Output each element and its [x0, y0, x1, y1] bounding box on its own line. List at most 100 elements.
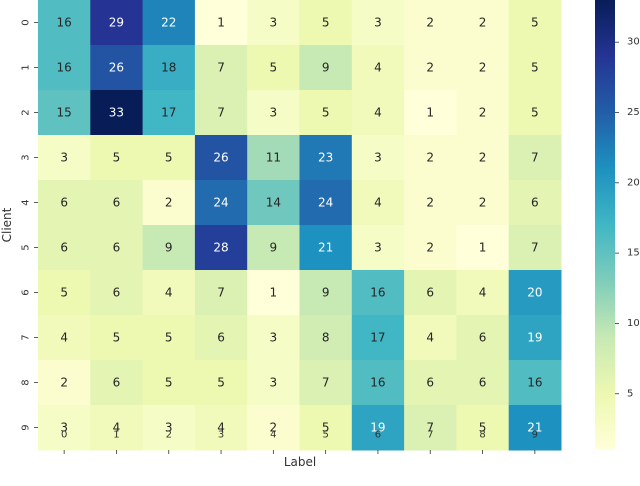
cell-value-label: 2 — [479, 61, 487, 75]
heatmap-cell — [456, 45, 510, 91]
cell-value-label: 16 — [527, 376, 542, 390]
heatmap-cell — [508, 0, 562, 46]
colorbar-ticks: 5 10 15 20 25 30 — [615, 37, 640, 399]
cell-value-label: 9 — [165, 241, 173, 255]
cell-value-label: 3 — [270, 331, 278, 345]
cell-value-label: 5 — [531, 61, 539, 75]
x-tick-label: 8 — [479, 429, 485, 440]
heatmap-cell — [508, 225, 562, 271]
cell-value-label: 5 — [322, 421, 330, 435]
cell-value-label: 2 — [165, 196, 173, 210]
heatmap-cell — [38, 45, 91, 91]
heatmap-cell — [247, 90, 300, 136]
heatmap-cell — [90, 180, 144, 226]
heatmap-cell — [351, 0, 405, 46]
heatmap-cell — [299, 270, 353, 316]
cell-value-label: 7 — [426, 421, 434, 435]
cell-value-label: 4 — [479, 286, 487, 300]
heatmap-cell — [508, 315, 562, 361]
y-axis: 0 1 2 3 4 5 6 7 8 9 — [21, 19, 38, 431]
cell-value-label: 6 — [426, 376, 434, 390]
cell-value-label: 26 — [213, 151, 228, 165]
cell-value-label: 4 — [165, 286, 173, 300]
heatmap-cell — [247, 45, 300, 91]
heatmap-cell — [194, 0, 248, 46]
cell-value-label: 4 — [374, 106, 382, 120]
heatmap-cell — [38, 0, 91, 46]
cell-value-label: 9 — [322, 286, 330, 300]
cell-value-label: 4 — [217, 421, 225, 435]
heatmap-cell — [194, 225, 248, 271]
cell-value-label: 4 — [374, 61, 382, 75]
heatmap-cell — [142, 360, 196, 406]
y-tick-label: 4 — [21, 199, 32, 205]
heatmap-cell — [194, 270, 248, 316]
heatmap-cell — [247, 315, 300, 361]
heatmap-cell — [90, 225, 144, 271]
heatmap-cell — [351, 90, 405, 136]
colorbar — [595, 0, 615, 450]
y-tick-label: 2 — [21, 109, 32, 115]
cell-value-label: 16 — [370, 286, 385, 300]
heatmap-cell — [247, 270, 300, 316]
cell-value-label: 8 — [322, 331, 330, 345]
cell-value-label: 1 — [217, 16, 225, 30]
cell-value-label: 33 — [109, 106, 124, 120]
cell-value-label: 7 — [531, 241, 539, 255]
heatmap-cell — [404, 315, 457, 361]
x-tick-label: 9 — [532, 429, 538, 440]
x-axis-label: Label — [284, 455, 316, 469]
heatmap-cell — [404, 90, 457, 136]
heatmap-cell — [299, 180, 353, 226]
cell-value-label: 2 — [479, 16, 487, 30]
cell-value-label: 6 — [426, 286, 434, 300]
cell-value-label: 9 — [322, 61, 330, 75]
y-tick-label: 6 — [21, 289, 32, 295]
cell-value-label: 2 — [479, 106, 487, 120]
heatmap-cell — [194, 360, 248, 406]
heatmap-cell — [456, 225, 510, 271]
heatmap-cell — [351, 225, 405, 271]
x-axis: 0 1 2 3 4 5 6 7 8 9 — [61, 429, 538, 454]
heatmap-cell — [90, 45, 144, 91]
cell-value-label: 19 — [370, 421, 385, 435]
cell-value-label: 29 — [109, 16, 124, 30]
heatmap-cell — [404, 405, 457, 451]
cell-value-label: 7 — [217, 61, 225, 75]
heatmap-cell — [90, 405, 144, 451]
heatmap-cell — [38, 225, 91, 271]
heatmap-cell — [142, 315, 196, 361]
cell-value-label: 5 — [322, 16, 330, 30]
heatmap-cell — [299, 315, 353, 361]
y-tick-label: 1 — [21, 64, 32, 70]
cell-value-label: 7 — [217, 286, 225, 300]
cell-value-label: 22 — [161, 16, 176, 30]
cell-value-label: 7 — [531, 151, 539, 165]
x-tick-label: 0 — [61, 429, 67, 440]
heatmap-cell — [456, 360, 510, 406]
cell-value-label: 16 — [370, 376, 385, 390]
y-tick-label: 3 — [21, 154, 32, 160]
cell-value-label: 1 — [426, 106, 434, 120]
cell-value-label: 7 — [217, 106, 225, 120]
heatmap-cell — [456, 0, 510, 46]
cell-value-label: 7 — [322, 376, 330, 390]
heatmap-cell — [142, 90, 196, 136]
heatmap-cell — [38, 90, 91, 136]
cell-value-label: 6 — [531, 196, 539, 210]
heatmap-cell — [351, 270, 405, 316]
cell-value-label: 6 — [60, 241, 68, 255]
heatmap-cell — [404, 135, 457, 181]
heatmap-cell — [194, 405, 248, 451]
x-tick-label: 1 — [113, 429, 119, 440]
y-axis-label: Client — [0, 207, 14, 242]
y-tick-label: 0 — [21, 19, 32, 25]
heatmap-cell — [194, 135, 248, 181]
heatmap-cell — [142, 0, 196, 46]
x-tick-label: 6 — [375, 429, 381, 440]
heatmap-cell — [404, 270, 457, 316]
cell-value-label: 6 — [113, 286, 121, 300]
heatmap-cell — [508, 180, 562, 226]
cell-value-label: 5 — [322, 106, 330, 120]
cell-value-label: 3 — [374, 241, 382, 255]
